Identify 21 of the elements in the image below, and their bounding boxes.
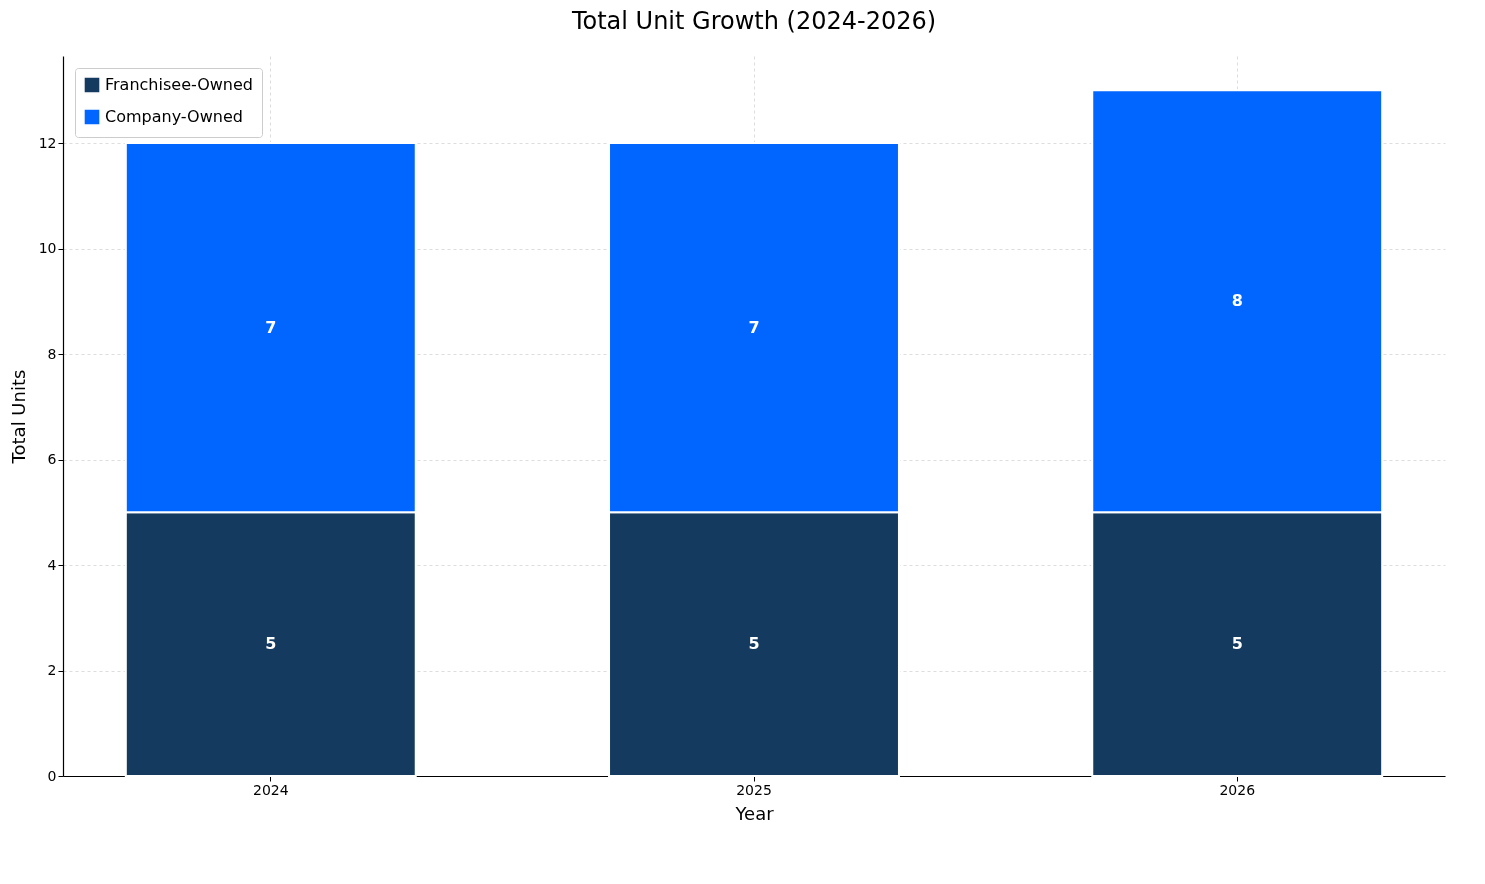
y-tick-label: 4 [47,556,57,573]
y-tick-label: 8 [47,345,57,362]
x-tick-label: 2024 [252,781,289,798]
data-label: 7 [265,317,277,337]
data-label: 5 [1231,634,1243,654]
y-tick-label: 0 [47,767,57,784]
y-axis-title: Total Units [7,369,29,465]
chart-title: Total Unit Growth (2024-2026) [570,7,937,35]
x-tick-label: 2026 [1219,781,1256,798]
legend-label: Franchisee-Owned [105,75,254,94]
x-tick-label: 2025 [736,781,772,798]
y-tick-label: 10 [38,240,57,257]
y-tick-label: 6 [47,451,57,468]
data-label: 7 [748,317,760,337]
legend-label: Company-Owned [105,107,243,126]
data-label: 5 [748,634,760,654]
y-tick-label: 12 [38,134,57,151]
data-label: 5 [265,634,277,654]
x-axis-title: Year [734,802,775,824]
data-label: 8 [1231,291,1243,311]
y-tick-label: 2 [47,662,57,679]
